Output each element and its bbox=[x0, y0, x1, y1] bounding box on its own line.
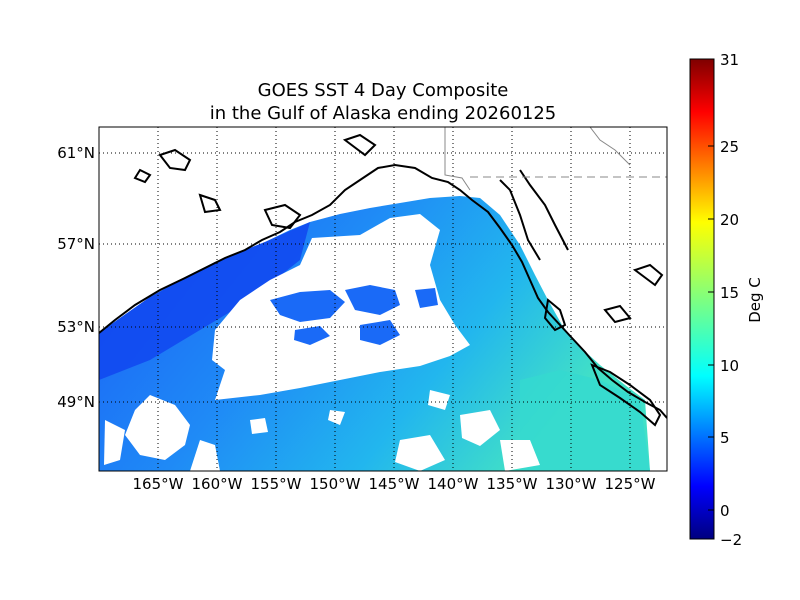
map-content bbox=[99, 127, 667, 471]
x-tick-label: 165°W bbox=[133, 475, 184, 493]
y-tick-label: 57°N bbox=[57, 235, 95, 253]
x-tick-label: 160°W bbox=[192, 475, 243, 493]
graticule bbox=[99, 127, 667, 471]
x-tick-label: 135°W bbox=[487, 475, 538, 493]
cloud-mask bbox=[104, 214, 540, 471]
x-tick-labels: 165°W 160°W 155°W 150°W 145°W 140°W 135°… bbox=[133, 475, 656, 493]
map-title-line1: GOES SST 4 Day Composite bbox=[257, 80, 509, 101]
y-tick-label: 49°N bbox=[57, 393, 95, 411]
colorbar bbox=[690, 59, 714, 539]
colorbar-tick-label: 0 bbox=[720, 502, 730, 520]
colorbar-tick-label: 15 bbox=[720, 284, 739, 302]
colorbar-tick-label: −2 bbox=[720, 531, 742, 549]
colorbar-label: Deg C bbox=[746, 277, 764, 323]
x-tick-label: 130°W bbox=[546, 475, 597, 493]
colorbar-tick-label: 5 bbox=[720, 429, 730, 447]
colorbar-tick-label: 10 bbox=[720, 357, 739, 375]
colorbar-tick-label: 25 bbox=[720, 138, 739, 156]
sst-patches bbox=[270, 285, 438, 345]
x-tick-label: 125°W bbox=[605, 475, 656, 493]
y-tick-labels: 61°N 57°N 53°N 49°N bbox=[57, 144, 95, 411]
colorbar-frame bbox=[689, 58, 715, 540]
y-tick-label: 61°N bbox=[57, 144, 95, 162]
national-border bbox=[444, 127, 667, 191]
map-title-line2: in the Gulf of Alaska ending 20260125 bbox=[209, 103, 557, 124]
x-tick-label: 140°W bbox=[428, 475, 479, 493]
sst-cold-region bbox=[99, 222, 310, 380]
colorbar-tick-labels: 31 25 20 15 10 5 0 −2 bbox=[720, 51, 742, 549]
x-tick-label: 155°W bbox=[251, 475, 302, 493]
colorbar-ticks bbox=[708, 145, 714, 511]
x-tick-label: 150°W bbox=[310, 475, 361, 493]
y-tick-label: 53°N bbox=[57, 318, 95, 336]
x-tick-label: 145°W bbox=[369, 475, 420, 493]
colorbar-tick-label: 31 bbox=[720, 51, 739, 69]
colorbar-tick-label: 20 bbox=[720, 211, 739, 229]
map-frame bbox=[98, 126, 668, 472]
coastline bbox=[99, 133, 667, 427]
